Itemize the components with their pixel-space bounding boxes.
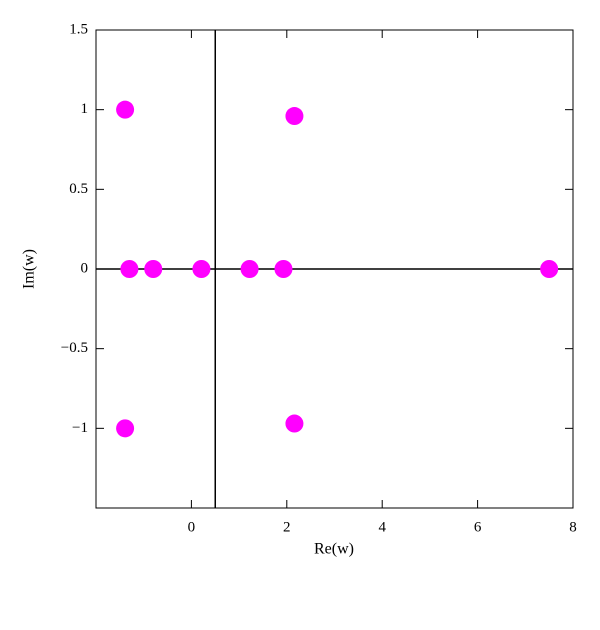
x-tick-label: 0 (188, 519, 196, 535)
point (240, 260, 259, 278)
point (285, 414, 304, 433)
y-tick-label: 1.5 (69, 21, 88, 37)
point (144, 260, 163, 278)
y-axis-title: Im(w) (21, 249, 38, 289)
y-tick-label: −0.5 (61, 340, 88, 356)
x-tick-label: 6 (474, 519, 482, 535)
point (192, 260, 211, 278)
x-axis-title: Re(w) (314, 541, 354, 558)
point (285, 107, 304, 126)
y-tick-label: 0.5 (69, 181, 88, 197)
point (116, 100, 135, 119)
y-tick-label: 0 (81, 260, 89, 276)
point (540, 260, 559, 278)
x-tick-label: 8 (569, 519, 577, 535)
point (116, 419, 135, 438)
x-tick-label: 4 (378, 519, 386, 535)
x-tick-label: 2 (283, 519, 291, 535)
point (120, 260, 139, 278)
point (274, 260, 293, 278)
y-tick-label: 1 (81, 101, 89, 117)
y-tick-label: −1 (72, 420, 88, 436)
